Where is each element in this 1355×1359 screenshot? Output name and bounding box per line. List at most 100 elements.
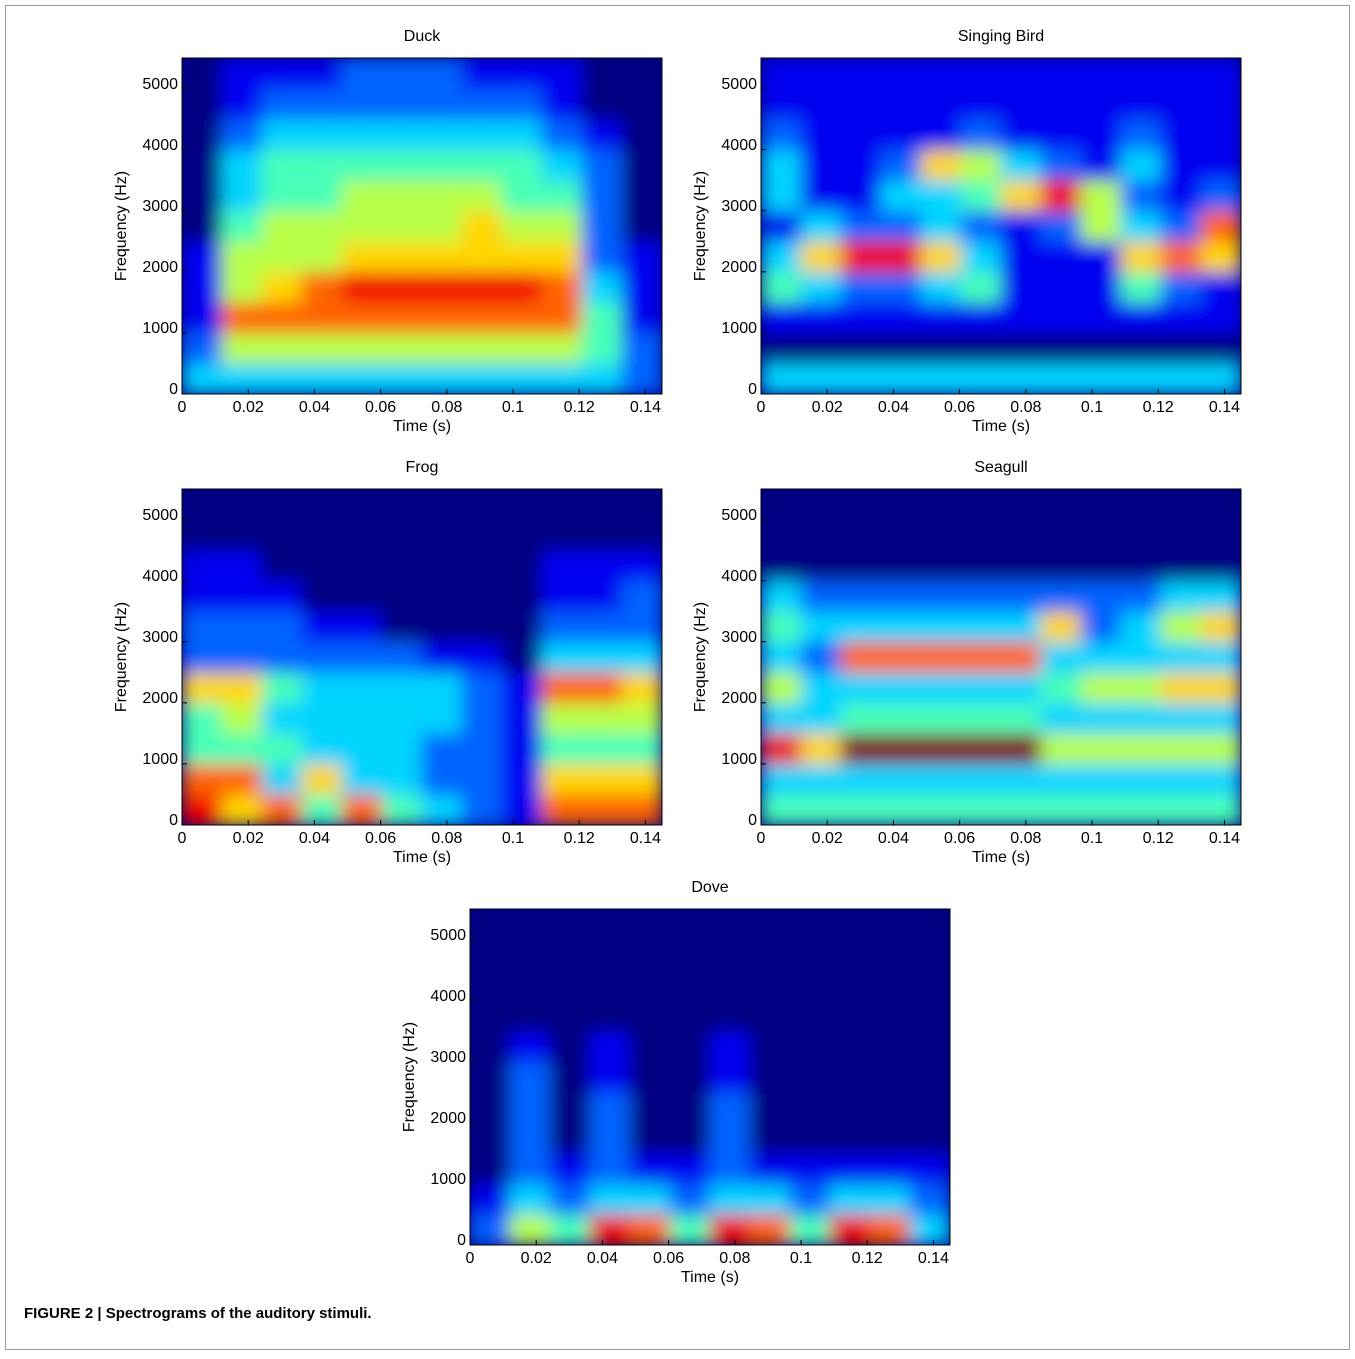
spectrogram-cell — [341, 149, 383, 181]
spectrogram-cell — [840, 519, 882, 551]
y-tick-label: 2000 — [721, 259, 757, 276]
spectrogram-cell — [960, 58, 1002, 90]
spectrogram-cell — [1040, 702, 1082, 734]
spectrogram-cell — [629, 969, 671, 1002]
spectrogram-cell — [629, 1030, 671, 1063]
x-tick-label: 0.1 — [502, 830, 524, 847]
spectrogram-cell — [589, 969, 631, 1002]
spectrogram-cell — [749, 1183, 791, 1215]
spectrogram-cell — [461, 489, 503, 521]
spectrogram-cell — [341, 641, 383, 673]
spectrogram-cell — [421, 118, 463, 151]
spectrogram-cell — [261, 519, 303, 551]
spectrogram-cell — [509, 909, 551, 941]
spectrogram-cell — [381, 362, 423, 394]
spectrogram-cell — [829, 909, 871, 941]
spectrogram-cell — [840, 702, 882, 734]
spectrogram-cell — [629, 939, 671, 971]
spectrogram-cell — [829, 939, 871, 971]
spectrogram-cell — [789, 909, 831, 941]
spectrogram-cell — [589, 1152, 631, 1185]
spectrogram-cell — [629, 1000, 671, 1032]
x-tick-label: 0 — [757, 830, 766, 847]
y-axis-label: Frequency (Hz) — [113, 171, 130, 281]
spectrogram-cell — [789, 939, 831, 971]
x-tick-label: 0.14 — [1209, 399, 1240, 416]
spectrogram-cell — [1000, 362, 1042, 394]
spectrogram-cell — [381, 549, 423, 582]
x-tick-label: 0.04 — [299, 399, 330, 416]
spectrogram-cell — [920, 549, 962, 582]
spectrogram-cell — [621, 702, 662, 734]
spectrogram-cell — [301, 610, 343, 643]
spectrogram-cell — [829, 1091, 871, 1124]
spectrogram-cell — [909, 1061, 950, 1093]
spectrogram-cell — [301, 271, 343, 303]
spectrogram-cell — [880, 210, 922, 242]
spectrogram-cell — [541, 732, 583, 765]
spectrogram-cell — [541, 118, 583, 151]
spectrogram-cell — [501, 118, 543, 151]
spectrogram-cell — [1080, 58, 1122, 90]
spectrogram-cell — [221, 362, 263, 394]
spectrogram-cell — [761, 519, 802, 551]
spectrogram-cell — [1160, 671, 1202, 704]
spectrogram-cell — [789, 1030, 831, 1063]
spectrogram-cell — [1120, 240, 1162, 273]
spectrogram-cell — [800, 179, 842, 212]
spectrogram-cell — [421, 519, 463, 551]
spectrogram-cell — [669, 1000, 711, 1032]
spectrogram-cell — [800, 58, 842, 90]
spectrogram-cell — [761, 763, 802, 795]
spectrogram-cell — [221, 610, 263, 643]
spectrogram-cell — [1080, 610, 1122, 643]
spectrogram-cell — [749, 1030, 791, 1063]
spectrogram-cell — [221, 671, 263, 704]
spectrogram-cell — [869, 1030, 911, 1063]
spectrogram-cell — [1080, 210, 1122, 242]
spectrogram-cell — [960, 149, 1002, 181]
spectrogram-cell — [1040, 671, 1082, 704]
spectrogram-cell — [421, 149, 463, 181]
spectrogram-cell — [840, 301, 882, 334]
spectrogram — [182, 489, 662, 825]
y-tick-label: 4000 — [721, 568, 757, 585]
x-tick-label: 0.06 — [944, 399, 975, 416]
spectrogram-cell — [182, 332, 223, 364]
spectrogram — [470, 909, 950, 1245]
spectrogram-cell — [789, 969, 831, 1002]
spectrogram-cell — [1160, 489, 1202, 521]
x-tick-label: 0.08 — [719, 1250, 750, 1267]
spectrogram-cell — [301, 118, 343, 151]
spectrogram-cell — [761, 489, 802, 521]
spectrogram-cell — [1040, 610, 1082, 643]
spectrogram-cell — [381, 240, 423, 273]
y-tick-label: 5000 — [142, 507, 178, 524]
spectrogram-cell — [470, 1152, 511, 1185]
spectrogram-cell — [709, 1122, 751, 1154]
spectrogram-cell — [1000, 489, 1042, 521]
spectrogram-cell — [421, 671, 463, 704]
spectrogram-cell — [920, 118, 962, 151]
spectrogram-cell — [461, 793, 503, 825]
spectrogram-cell — [749, 939, 791, 971]
y-tick-label: 0 — [748, 381, 757, 398]
spectrogram-cell — [261, 549, 303, 582]
spectrogram-cell — [509, 1030, 551, 1063]
spectrogram-cell — [880, 549, 922, 582]
spectrogram-cell — [1160, 641, 1202, 673]
spectrogram-cell — [461, 519, 503, 551]
spectrogram-cell — [581, 489, 623, 521]
spectrogram-cell — [581, 641, 623, 673]
spectrogram-cell — [461, 240, 503, 273]
spectrogram-cell — [761, 549, 802, 582]
spectrogram-cell — [421, 549, 463, 582]
spectrogram-cell — [182, 240, 223, 273]
spectrogram-cell — [1040, 179, 1082, 212]
x-tick-label: 0.02 — [812, 399, 843, 416]
spectrogram-cell — [761, 271, 802, 303]
spectrogram-cell — [761, 580, 802, 612]
spectrogram-cell — [840, 793, 882, 825]
spectrogram-cell — [221, 489, 263, 521]
spectrogram-cell — [541, 210, 583, 242]
